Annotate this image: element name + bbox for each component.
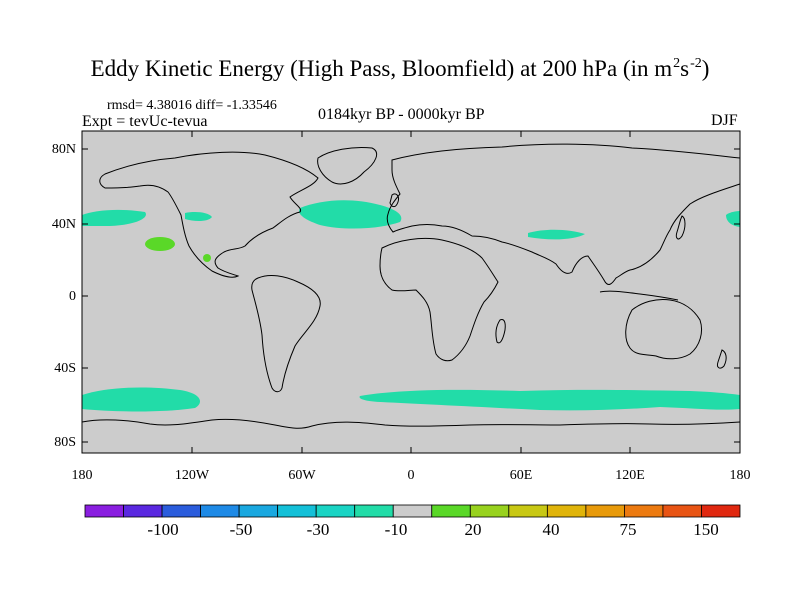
colorbar-cell [701, 504, 741, 518]
colorbar-label: -30 [306, 520, 330, 539]
colorbar [84, 504, 741, 518]
lon-label: 180 [729, 468, 751, 483]
greenland-outline [317, 147, 378, 185]
lat-label: 80N [51, 142, 76, 157]
lon-label: 120W [174, 468, 210, 483]
lat-label: 80S [54, 435, 76, 450]
colorbar-cell [354, 504, 394, 518]
anomaly-region [528, 229, 585, 240]
eurasia-outline [386, 143, 741, 285]
colorbar-cell [546, 504, 587, 518]
lon-label: 120E [615, 468, 645, 483]
madagascar-outline [495, 319, 506, 344]
colorbar-cell [392, 504, 433, 518]
colorbar-cell [315, 504, 356, 518]
british-isles-outline [389, 193, 399, 208]
australia-outline [625, 299, 703, 360]
indonesia-outline [599, 290, 679, 301]
colorbar-label: 150 [693, 520, 719, 539]
colorbar-label: -50 [229, 520, 253, 539]
colorbar-label: -10 [384, 520, 408, 539]
plot-title: Eddy Kinetic Energy (High Pass, Bloomfie… [90, 56, 710, 81]
colorbar-label: -100 [147, 520, 179, 539]
lon-label: 60W [288, 468, 316, 483]
antarctica-outline [81, 418, 741, 429]
anomaly-region [359, 389, 740, 411]
lat-label: 40S [54, 361, 76, 376]
anomaly-region [299, 200, 402, 229]
colorbar-cell [469, 504, 510, 518]
colorbar-cell [123, 504, 163, 518]
colorbar-cell [585, 504, 625, 518]
anomaly-region [145, 237, 175, 251]
anomaly-region [82, 387, 200, 412]
japan-outline [675, 215, 686, 240]
season-label: DJF [711, 112, 738, 129]
anomaly-region [185, 212, 212, 222]
period-label: 0184kyr BP - 0000kyr BP [318, 106, 485, 123]
colorbar-cell [238, 504, 279, 518]
colorbar-cell [277, 504, 317, 518]
north-america-outline [99, 151, 319, 278]
anomaly-region [203, 254, 211, 262]
colorbar-label: 40 [542, 520, 560, 539]
anomaly-region [726, 211, 740, 227]
lat-label: 0 [69, 289, 76, 304]
colorbar-label: 20 [464, 520, 482, 539]
lon-label: 60E [509, 468, 533, 483]
negative-anomaly-regions [82, 200, 740, 412]
lat-label: 40N [51, 217, 76, 232]
anomaly-region [82, 209, 146, 226]
experiment-label: Expt = tevUc-tevua [82, 113, 208, 130]
south-america-outline [251, 274, 321, 393]
colorbar-label: 75 [619, 520, 637, 539]
colorbar-cell [662, 504, 702, 518]
colorbar-cell [508, 504, 548, 518]
stats-text: rmsd= 4.38016 diff= -1.33546 [107, 98, 277, 113]
colorbar-cell [624, 504, 664, 518]
colorbar-cell [84, 504, 124, 518]
colorbar-cell [200, 504, 240, 518]
axis-ticks [81, 131, 741, 453]
coastlines [81, 143, 741, 429]
colorbar-cell [431, 504, 471, 518]
positive-anomaly-regions [145, 237, 211, 262]
new-zealand-outline [717, 349, 727, 369]
lon-label: 0 [407, 468, 415, 483]
africa-outline [379, 237, 499, 362]
lon-label: 180 [71, 468, 93, 483]
colorbar-cell [161, 504, 201, 518]
